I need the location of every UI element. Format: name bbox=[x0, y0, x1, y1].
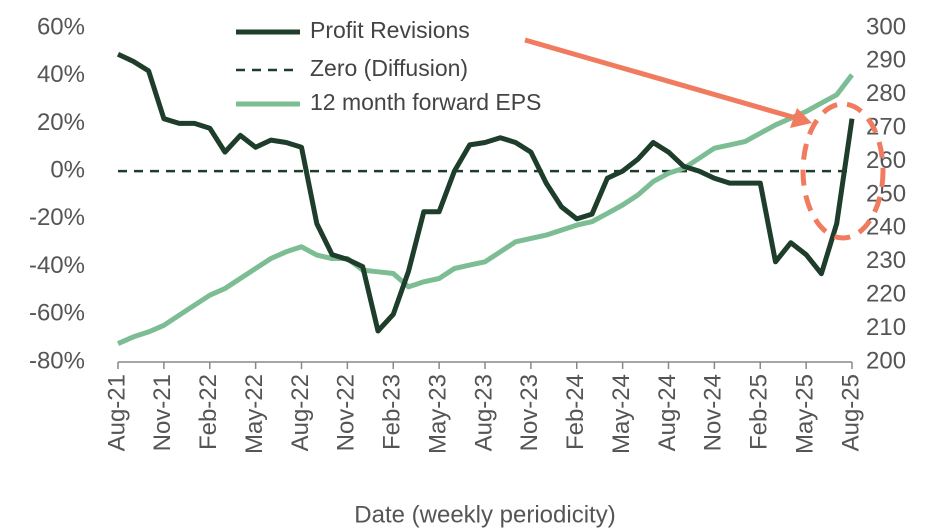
x-tick-label: Feb-24 bbox=[562, 374, 589, 450]
series-line bbox=[116, 73, 854, 346]
arrow-line bbox=[524, 37, 797, 121]
x-tick-label: May-22 bbox=[241, 374, 268, 454]
x-tick-label: Nov-24 bbox=[700, 374, 727, 451]
y2-tick-label: 210 bbox=[866, 314, 906, 341]
y-tick-label: -60% bbox=[29, 300, 85, 327]
y2-tick-label: 240 bbox=[866, 214, 906, 241]
arrow-head bbox=[790, 108, 812, 128]
x-axis-label: Date (weekly periodicity) bbox=[354, 501, 615, 528]
y-tick-label: -20% bbox=[29, 204, 85, 231]
x-tick-label: Nov-21 bbox=[149, 374, 176, 451]
plot-area: -80% -60% -40% -20% 0% 20% 40% 60% 200 210 220 230 2… bbox=[29, 13, 906, 454]
annotation bbox=[524, 37, 886, 241]
series-line bbox=[116, 51, 855, 334]
x-tick-label: Feb-25 bbox=[746, 374, 773, 450]
y-tick-label: -40% bbox=[29, 252, 85, 279]
y2-tick-label: 280 bbox=[866, 80, 906, 107]
highlight-ellipse bbox=[800, 101, 886, 241]
x-tick-label: Aug-24 bbox=[654, 374, 681, 451]
x-tick-label: Nov-22 bbox=[333, 374, 360, 451]
y-tick-label: 20% bbox=[37, 109, 85, 136]
x-tick-label: Aug-22 bbox=[287, 374, 314, 451]
legend-label: Profit Revisions bbox=[310, 17, 470, 43]
y-tick-label: 40% bbox=[37, 61, 85, 88]
y2-tick-label: 200 bbox=[866, 347, 906, 374]
x-tick-label: Aug-23 bbox=[470, 374, 497, 451]
x-tick-label: Aug-21 bbox=[103, 374, 130, 451]
x-tick-label: May-25 bbox=[791, 374, 818, 454]
y2-tick-label: 260 bbox=[866, 147, 906, 174]
y2-tick-label: 300 bbox=[866, 13, 906, 40]
y2-tick-label: 230 bbox=[866, 247, 906, 274]
y2-tick-label: 290 bbox=[866, 47, 906, 74]
legend-label: 12 month forward EPS bbox=[310, 89, 541, 115]
x-tick-label: Feb-22 bbox=[195, 374, 222, 450]
x-tick-label: May-23 bbox=[424, 374, 451, 454]
x-tick-label: Feb-23 bbox=[379, 374, 406, 450]
y-tick-label: 0% bbox=[50, 156, 85, 183]
y2-tick-label: 250 bbox=[866, 180, 906, 207]
y-tick-label: 60% bbox=[37, 13, 85, 40]
x-tick-label: Nov-23 bbox=[516, 374, 543, 451]
legend-label: Zero (Diffusion) bbox=[310, 55, 468, 81]
y2-tick-label: 220 bbox=[866, 281, 906, 308]
y-tick-label: -80% bbox=[29, 347, 85, 374]
x-tick-label: May-24 bbox=[608, 374, 635, 454]
x-tick-label: Aug-25 bbox=[837, 374, 864, 451]
